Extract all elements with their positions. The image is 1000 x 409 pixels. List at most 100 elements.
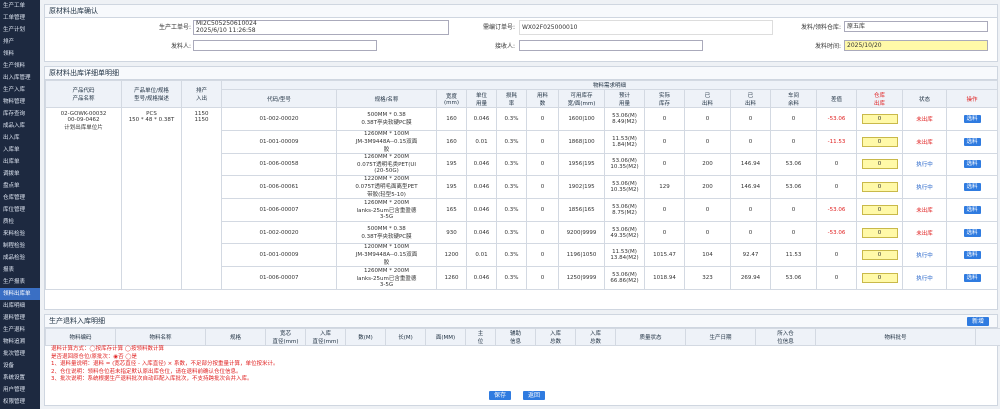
menu-item[interactable]: 生产报表 xyxy=(3,279,26,285)
outbound-input[interactable]: 0 xyxy=(861,113,898,124)
menu-item[interactable]: 质检 xyxy=(3,219,15,225)
cell: 0.3% xyxy=(496,243,527,268)
menu-item[interactable]: 权限管理 xyxy=(3,399,26,405)
notes: 退料计算方式：◯按库存计算 ◯按领料数计算 是否退回原仓位/原批次：◉否 ◯是 1、… xyxy=(45,346,997,384)
menu-item[interactable]: 工单管理 xyxy=(3,15,26,21)
cell: 53.06(M) 8.49(M2) xyxy=(604,107,645,131)
select-button[interactable]: 选料 xyxy=(963,114,981,123)
cell: 0 xyxy=(730,107,771,131)
cell: 53.06 xyxy=(770,152,817,177)
menu-item[interactable]: 调拨单 xyxy=(3,171,20,177)
save-button[interactable]: 保存 xyxy=(489,391,511,400)
menu-item[interactable]: 物料管理 xyxy=(3,99,26,105)
cell: 0 xyxy=(526,129,559,154)
menu-item[interactable]: 排产 xyxy=(3,39,15,45)
cell: 0 xyxy=(684,107,731,131)
menu-item[interactable]: 系统设置 xyxy=(3,375,26,381)
select-button[interactable]: 选料 xyxy=(963,160,981,169)
menu-item[interactable]: 盘点单 xyxy=(3,183,20,189)
menu-item[interactable]: 用户管理 xyxy=(3,387,26,393)
warehouse-select[interactable]: 原五库 xyxy=(844,21,988,32)
menu-item[interactable]: 生产入库 xyxy=(3,87,26,93)
outbound-input[interactable]: 0 xyxy=(861,136,898,147)
column-header: 可用库存 宽/面(mm) xyxy=(558,89,605,108)
menu-item[interactable]: 批次管理 xyxy=(3,351,26,357)
select-button[interactable]: 选料 xyxy=(963,274,981,283)
column-header: 实际 库存 xyxy=(644,89,685,108)
select-button[interactable]: 选料 xyxy=(963,137,981,146)
menu-item[interactable]: 出入库管理 xyxy=(3,75,31,81)
menu-item[interactable]: 库位管理 xyxy=(3,207,26,213)
cell: 选料 xyxy=(945,220,999,245)
menu-item[interactable]: 生产工单 xyxy=(3,3,26,9)
menu-item[interactable]: 库存查询 xyxy=(3,111,26,117)
column-header: 所入仓 位信息 xyxy=(755,328,816,346)
menu-item[interactable]: 设备 xyxy=(3,363,15,369)
menu-item[interactable]: 领料 xyxy=(3,51,15,57)
cell: 0.3% xyxy=(496,175,527,200)
outbound-input[interactable]: 0 xyxy=(861,204,898,215)
data-row: 01-006-00007 1260MM * 200M lanks-25um已含重盈… xyxy=(46,198,999,222)
select-button[interactable]: 选料 xyxy=(963,183,981,192)
column-header: 代码/型号 xyxy=(221,89,337,108)
issuer-input[interactable] xyxy=(193,40,377,51)
column-header: 产品单位/规格 型号/规格描述 xyxy=(121,80,182,108)
cell: 选料 xyxy=(945,198,999,222)
cell: 0 xyxy=(816,266,857,290)
column-header: 操作 xyxy=(945,89,999,108)
menu-item[interactable]: 成品检验 xyxy=(3,255,26,261)
outbound-input[interactable]: 0 xyxy=(861,227,898,238)
cell: 选料 xyxy=(945,129,999,154)
cell: 53.06(M) 66.86(M2) xyxy=(604,266,645,290)
select-button[interactable]: 选料 xyxy=(963,205,981,214)
add-button[interactable]: 新增 xyxy=(967,317,989,326)
select-button[interactable]: 选料 xyxy=(963,251,981,260)
cell: 53.06(M) 8.75(M2) xyxy=(604,198,645,222)
cell: 0 xyxy=(856,220,903,245)
menu-item[interactable]: 生产退料 xyxy=(3,327,26,333)
cell: 1196|1050 xyxy=(558,243,605,268)
cell: 0 xyxy=(730,198,771,222)
cell: 1260MM * 200M lanks-25um已含重盈德 3-5G xyxy=(336,266,437,290)
label: 发料/领料仓库: xyxy=(800,24,841,31)
menu-item[interactable]: 仓库管理 xyxy=(3,195,26,201)
cell: 选料 xyxy=(945,107,999,131)
menu-item[interactable]: 生产领料 xyxy=(3,63,26,69)
column-header: 物料批号 xyxy=(815,328,976,346)
outbound-input[interactable]: 0 xyxy=(861,250,898,261)
need-field: WX02F025000010 xyxy=(519,20,773,35)
menu-item[interactable]: 制程检验 xyxy=(3,243,26,249)
cell: 146.94 xyxy=(730,175,771,200)
cell: 0 xyxy=(526,198,559,222)
cell: 146.94 xyxy=(730,152,771,177)
returns-table: 物料编码 物料名称 规格 宽芯 直径(mm) 入库 直径(mm) 数(M) 长(M) 面(MM… xyxy=(45,328,1000,346)
cell: 0 xyxy=(770,198,817,222)
outbound-input[interactable]: 0 xyxy=(861,273,898,284)
select-button[interactable]: 选料 xyxy=(963,228,981,237)
outbound-input[interactable]: 0 xyxy=(861,182,898,193)
outbound-input[interactable]: 0 xyxy=(861,159,898,170)
receiver-input[interactable] xyxy=(519,40,703,51)
menu-item[interactable]: 出库单 xyxy=(3,159,20,165)
cell: 0 xyxy=(526,107,559,131)
time-input[interactable]: 2025/10/20 xyxy=(844,40,988,51)
menu-item[interactable]: 出入库 xyxy=(3,135,20,141)
cell: 1600|100 xyxy=(558,107,605,131)
menu-item[interactable]: 领料出库单 xyxy=(0,288,40,300)
menu-item[interactable]: 退料管理 xyxy=(3,315,26,321)
cell: 200 xyxy=(684,175,731,200)
cell: 0 xyxy=(770,129,817,154)
cell: 01-006-00007 xyxy=(221,198,337,222)
menu-item[interactable]: 报表 xyxy=(3,267,15,273)
column-header: 产品代码 产品名称 xyxy=(45,80,122,108)
cell: 0.3% xyxy=(496,107,527,131)
menu-item[interactable]: 生产计划 xyxy=(3,27,26,33)
menu-item[interactable]: 成品入库 xyxy=(3,123,26,129)
back-button[interactable]: 返回 xyxy=(523,391,545,400)
menu-item[interactable]: 入库单 xyxy=(3,147,20,153)
menu-item[interactable]: 来料检验 xyxy=(3,231,26,237)
column-header: 用料 数 xyxy=(526,89,559,108)
menu-item[interactable]: 出库明细 xyxy=(3,303,26,309)
column-header: 车间 余料 xyxy=(770,89,817,108)
menu-item[interactable]: 物料追溯 xyxy=(3,339,26,345)
